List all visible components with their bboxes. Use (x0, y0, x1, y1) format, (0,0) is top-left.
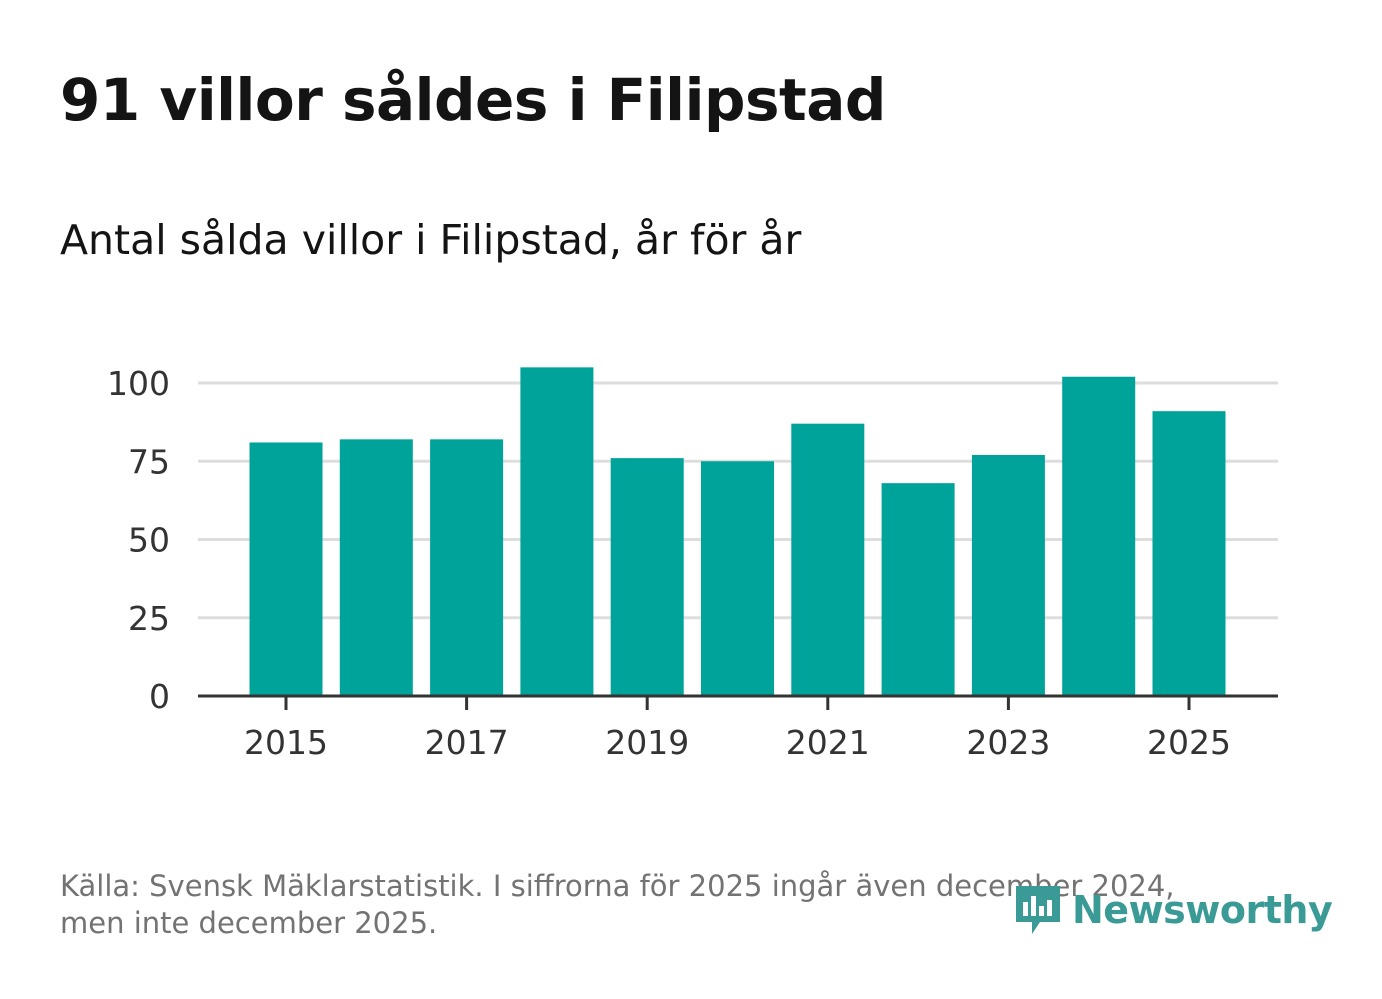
newsworthy-logo[interactable]: Newsworthy (1012, 880, 1333, 940)
bar-2023[interactable] (971, 454, 1045, 696)
y-tick-label-50: 50 (128, 521, 170, 560)
bar-2016[interactable] (339, 439, 413, 696)
x-tick-label-2023: 2023 (966, 723, 1050, 762)
y-tick-label-0: 0 (149, 677, 170, 716)
x-tick-label-2015: 2015 (244, 723, 328, 762)
source-line-1: Källa: Svensk Mäklarstatistik. I siffror… (60, 869, 1175, 903)
bar-2019[interactable] (610, 458, 684, 696)
bar-2025[interactable] (1152, 411, 1226, 696)
y-tick-label-100: 100 (107, 364, 170, 403)
source-line-2: men inte december 2025. (60, 906, 438, 940)
bars (249, 367, 1226, 696)
bar-2021[interactable] (791, 423, 865, 696)
chart-subtitle: Antal sålda villor i Filipstad, år för å… (60, 216, 802, 264)
source-note: Källa: Svensk Mäklarstatistik. I siffror… (60, 868, 1250, 942)
y-tick-label-25: 25 (128, 599, 170, 638)
x-tick-label-2019: 2019 (605, 723, 689, 762)
bar-2017[interactable] (430, 439, 504, 696)
bar-2020[interactable] (701, 461, 774, 696)
x-axis-labels: 2015 2017 2019 2021 2023 2025 (244, 723, 1231, 762)
newsworthy-bar-icon (1016, 886, 1060, 934)
x-tick-label-2025: 2025 (1147, 723, 1231, 762)
x-axis (198, 694, 1278, 710)
chart-title: 91 villor såldes i Filipstad (60, 66, 886, 134)
bar-2024[interactable] (1062, 376, 1136, 696)
y-axis-labels: 0 25 50 75 100 (107, 364, 170, 716)
bar-2015[interactable] (249, 442, 323, 696)
x-tick-label-2017: 2017 (425, 723, 509, 762)
logo-text: Newsworthy (1072, 888, 1333, 932)
x-tick-label-2021: 2021 (786, 723, 870, 762)
y-tick-label-75: 75 (128, 442, 170, 481)
bar-chart: 0 25 50 75 100 2015 2017 2019 2021 2023 2025 (107, 364, 1278, 762)
bar-2022[interactable] (881, 483, 955, 696)
bar-2018[interactable] (520, 367, 594, 696)
